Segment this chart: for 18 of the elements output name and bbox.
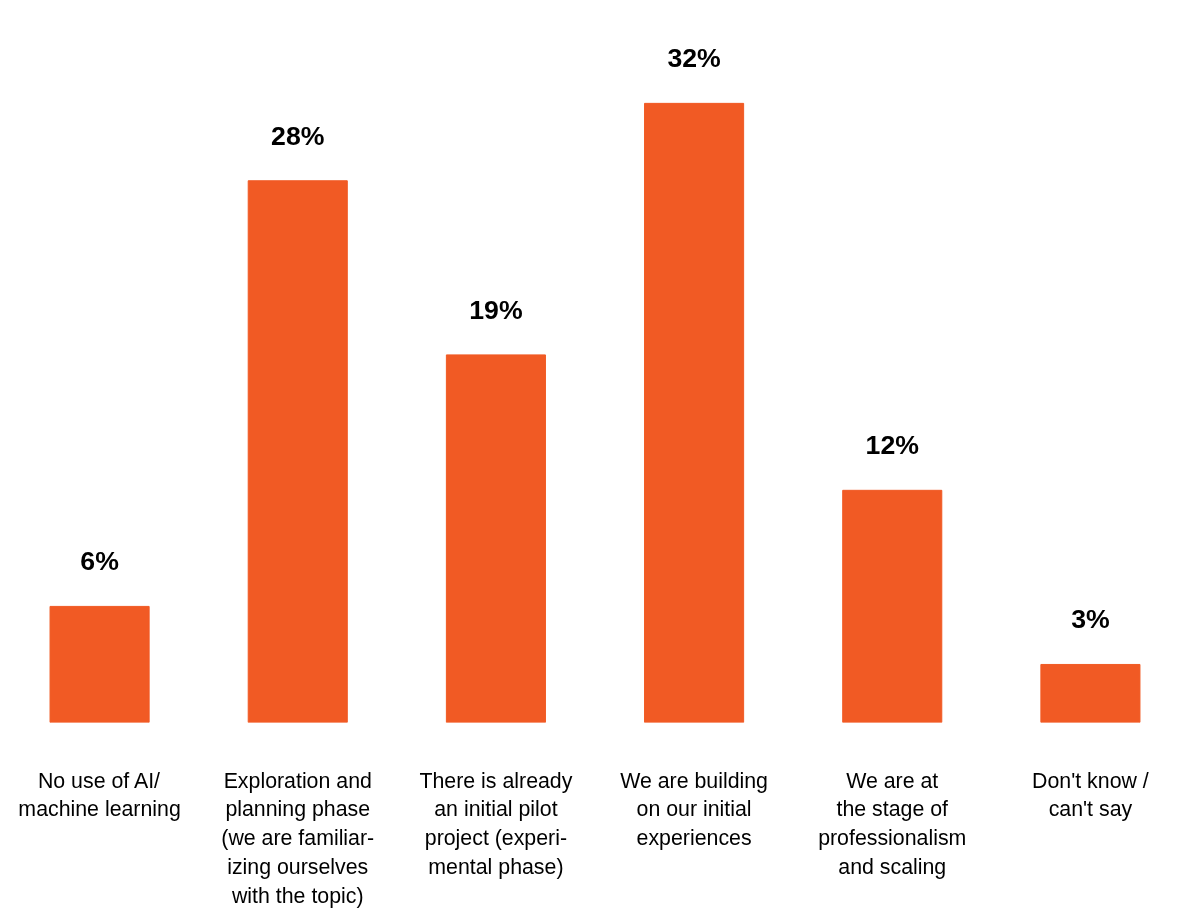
bar (445, 354, 546, 723)
bar (1040, 663, 1141, 723)
data-label: 12% (865, 430, 919, 461)
data-label: 6% (80, 546, 119, 577)
x-tick-label: We are at the stage of professionalism and scaling (818, 768, 967, 879)
bar (842, 489, 943, 723)
x-tick-label: Exploration and planning phase (we are familiar- izing ourselves with the topic) (221, 768, 375, 908)
bar (49, 605, 150, 723)
data-label: 19% (469, 294, 523, 325)
x-tick-label: There is already an initial pilot project (experi- mental phase) (419, 768, 573, 879)
data-label: 32% (667, 43, 721, 74)
x-tick-label: We are building on our initial experiences (620, 768, 768, 851)
x-tick-label: Don't know / can't say (1032, 768, 1149, 822)
x-tick-label: No use of AI/ machine learning (18, 768, 181, 822)
data-label: 3% (1071, 604, 1110, 635)
data-label: 28% (271, 120, 325, 151)
bar (247, 180, 348, 723)
bar (644, 102, 745, 723)
